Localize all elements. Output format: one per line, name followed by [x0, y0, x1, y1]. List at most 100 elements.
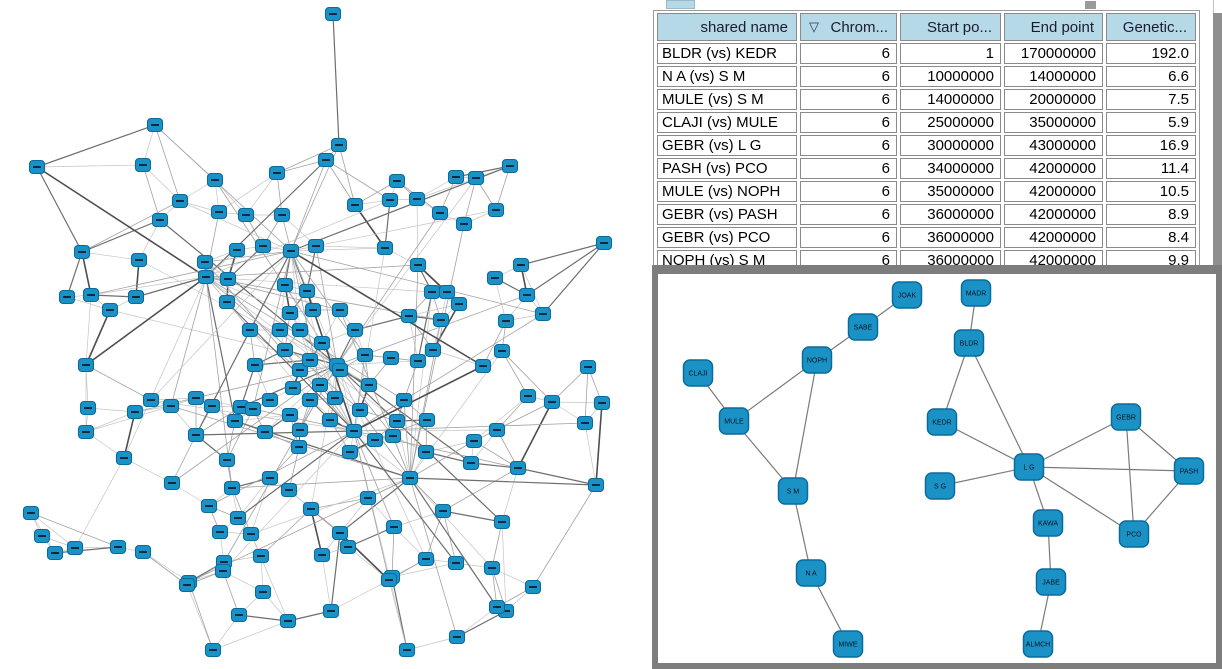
- network-node[interactable]: [447, 169, 465, 185]
- table-cell[interactable]: MULE (vs) S M: [657, 89, 797, 110]
- table-cell[interactable]: 34000000: [900, 158, 1001, 179]
- network-node[interactable]: [130, 252, 148, 268]
- table-cell[interactable]: GEBR (vs) PCO: [657, 227, 797, 248]
- network-node[interactable]: [322, 603, 340, 619]
- network-node[interactable]: [455, 216, 473, 232]
- table-cell[interactable]: 10.5: [1106, 181, 1196, 202]
- network-node[interactable]: [22, 505, 40, 521]
- network-node[interactable]: [409, 353, 427, 369]
- network-node[interactable]: [388, 173, 406, 189]
- network-node[interactable]: [434, 503, 452, 519]
- sub-network-canvas[interactable]: JOAK SABE NOPH CLAJI MULE S M N A MIWE MADR BLDR K…: [658, 274, 1216, 663]
- table-cell[interactable]: 192.0: [1106, 43, 1196, 64]
- network-node[interactable]: [576, 415, 594, 431]
- network-node[interactable]: [187, 427, 205, 443]
- network-node[interactable]: [291, 362, 309, 378]
- network-node[interactable]: [66, 540, 84, 556]
- network-node[interactable]: [276, 277, 294, 293]
- network-node[interactable]: [321, 412, 339, 428]
- network-node[interactable]: [281, 407, 299, 423]
- table-cell[interactable]: 42000000: [1004, 227, 1103, 248]
- table-cell[interactable]: 6: [800, 158, 897, 179]
- network-node[interactable]: [115, 450, 133, 466]
- network-node[interactable]: [178, 577, 196, 593]
- sub-network-node-GEBR[interactable]: GEBR: [1110, 403, 1142, 431]
- network-node[interactable]: [206, 172, 224, 188]
- network-node[interactable]: [380, 572, 398, 588]
- network-node[interactable]: [324, 6, 342, 22]
- network-node[interactable]: [330, 137, 348, 153]
- network-node[interactable]: [424, 342, 442, 358]
- network-node[interactable]: [46, 545, 64, 561]
- table-cell[interactable]: 25000000: [900, 112, 1001, 133]
- network-node[interactable]: [237, 207, 255, 223]
- sub-network-node-LG[interactable]: L G: [1013, 453, 1045, 481]
- network-node[interactable]: [579, 359, 597, 375]
- network-node[interactable]: [109, 539, 127, 555]
- network-node[interactable]: [331, 362, 349, 378]
- network-node[interactable]: [298, 283, 316, 299]
- sub-network-node-KEDR[interactable]: KEDR: [926, 408, 958, 436]
- network-node[interactable]: [254, 238, 272, 254]
- network-node[interactable]: [313, 547, 331, 563]
- network-node[interactable]: [400, 308, 418, 324]
- sub-network-node-SG[interactable]: S G: [924, 472, 956, 500]
- network-node[interactable]: [518, 287, 536, 303]
- network-node[interactable]: [417, 551, 435, 567]
- network-node[interactable]: [493, 343, 511, 359]
- table-cell[interactable]: CLAJI (vs) MULE: [657, 112, 797, 133]
- network-node[interactable]: [281, 305, 299, 321]
- network-node[interactable]: [214, 563, 232, 579]
- sub-network-node-MIWE[interactable]: MIWE: [832, 630, 864, 658]
- table-cell[interactable]: 6: [800, 227, 897, 248]
- network-node[interactable]: [408, 191, 426, 207]
- network-node[interactable]: [488, 599, 506, 615]
- network-node[interactable]: [398, 642, 416, 658]
- table-cell[interactable]: 8.4: [1106, 227, 1196, 248]
- filter-icon[interactable]: ▽: [809, 18, 819, 34]
- network-node[interactable]: [211, 524, 229, 540]
- network-node[interactable]: [204, 642, 222, 658]
- network-node[interactable]: [493, 514, 511, 530]
- table-cell[interactable]: N A (vs) S M: [657, 66, 797, 87]
- network-node[interactable]: [395, 392, 413, 408]
- column-header-3[interactable]: End point: [1004, 13, 1103, 41]
- network-node[interactable]: [381, 192, 399, 208]
- network-node[interactable]: [197, 269, 215, 285]
- table-cell[interactable]: 42000000: [1004, 158, 1103, 179]
- sub-network-node-NOPH[interactable]: NOPH: [801, 346, 833, 374]
- network-node[interactable]: [134, 157, 152, 173]
- network-node[interactable]: [254, 584, 272, 600]
- scrollbar-handle[interactable]: [1085, 1, 1096, 9]
- network-node[interactable]: [341, 444, 359, 460]
- network-node[interactable]: [326, 390, 344, 406]
- network-node[interactable]: [465, 433, 483, 449]
- network-node[interactable]: [77, 357, 95, 373]
- network-node[interactable]: [127, 289, 145, 305]
- network-node[interactable]: [196, 254, 214, 270]
- network-node[interactable]: [256, 424, 274, 440]
- network-node[interactable]: [271, 322, 289, 338]
- sub-network-node-JABE[interactable]: JABE: [1035, 568, 1067, 596]
- network-node[interactable]: [28, 159, 46, 175]
- table-row[interactable]: PASH (vs) PCO 6 34000000 42000000 11.4: [657, 158, 1196, 179]
- network-node[interactable]: [351, 402, 369, 418]
- network-node[interactable]: [317, 152, 335, 168]
- network-node[interactable]: [302, 501, 320, 517]
- table-cell[interactable]: 36000000: [900, 227, 1001, 248]
- sub-network-edge-GEBR-PCO[interactable]: [1125, 416, 1135, 535]
- table-cell[interactable]: 10000000: [900, 66, 1001, 87]
- table-cell[interactable]: 35000000: [1004, 112, 1103, 133]
- network-node[interactable]: [346, 197, 364, 213]
- table-row[interactable]: MULE (vs) NOPH 6 35000000 42000000 10.5: [657, 181, 1196, 202]
- network-node[interactable]: [417, 444, 435, 460]
- network-node[interactable]: [273, 207, 291, 223]
- network-node[interactable]: [595, 235, 613, 251]
- table-cell[interactable]: 6: [800, 66, 897, 87]
- table-cell[interactable]: 42000000: [1004, 181, 1103, 202]
- sub-network-node-SABE[interactable]: SABE: [847, 313, 879, 341]
- network-node[interactable]: [431, 205, 449, 221]
- table-row[interactable]: GEBR (vs) PASH 6 36000000 42000000 8.9: [657, 204, 1196, 225]
- network-node[interactable]: [497, 313, 515, 329]
- network-node[interactable]: [339, 539, 357, 555]
